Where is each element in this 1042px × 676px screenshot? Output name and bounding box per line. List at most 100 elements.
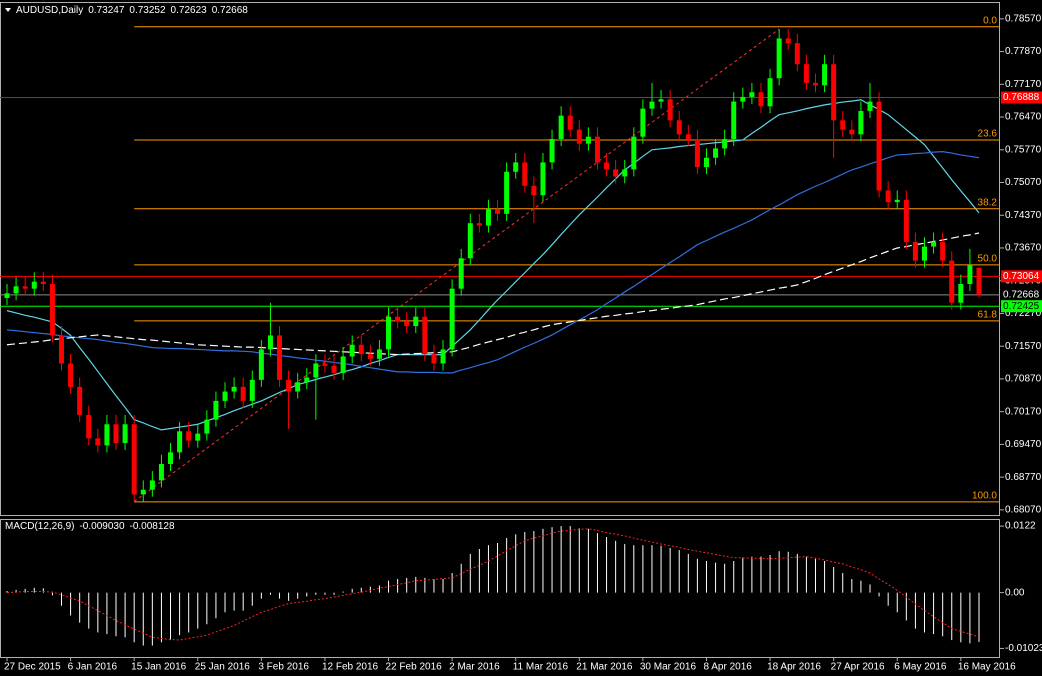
candle-body [858,110,864,135]
x-tick-label: 11 Mar 2016 [513,662,569,673]
candle-body [867,101,873,111]
y-tick-label: 0.71570 [1005,341,1042,352]
candle-body [622,169,628,177]
candle-body [912,241,918,261]
candle-body [958,283,964,303]
candle-body [258,349,264,380]
candle-body [86,414,92,439]
candle-body [168,452,174,465]
candle-body [158,464,164,481]
candle-body [731,101,737,140]
candle-body [440,349,446,364]
x-tick-label: 15 Jan 2016 [131,662,186,673]
candle-body [467,223,473,259]
candle-body [976,267,982,295]
candle-body [340,356,346,373]
candle-body [649,101,655,109]
macd-panel-frame [0,519,1000,658]
candle-body [431,354,437,364]
candle-body [967,265,973,284]
y-tick-label: 0.74370 [1005,210,1042,221]
candle-body [31,281,37,289]
fib-label: 50.0 [978,253,998,264]
header-item: MACD(12,26,9) [5,521,74,532]
candle-body [77,386,83,415]
candle-body [49,283,55,336]
header-item: -0.009030 [79,521,124,532]
candle-body [903,199,909,242]
x-tick-label: 6 Jan 2016 [68,662,118,673]
y-tick-label: 0.75770 [1005,144,1042,155]
candle-body [40,281,46,284]
candle-body [885,190,891,203]
y-tick-label: 0.70870 [1005,374,1042,385]
header-item: -0.008128 [130,521,175,532]
candle-body [794,43,800,65]
candle-body [476,223,482,226]
candle-body [940,241,946,261]
candle-body [640,108,646,137]
header-item: 0.72668 [212,5,249,16]
y-tick-label: 0.69470 [1005,439,1042,450]
candle-body [4,293,10,299]
candle-body [694,139,700,168]
candle-body [822,64,828,86]
candle-body [840,120,846,130]
candle-body [658,99,664,102]
candle-body [785,38,791,44]
candle-body [803,64,809,83]
candle-body [322,363,328,366]
fib-label: 100.0 [972,491,997,502]
candle-body [876,101,882,191]
price-label: 0.72425 [1003,301,1040,312]
candle-body [313,363,319,378]
candle-body [413,316,419,327]
x-tick-label: 27 Dec 2015 [4,662,61,673]
candle-body [812,82,818,86]
candle-body [95,438,101,446]
x-tick-label: 22 Feb 2016 [386,662,443,673]
x-tick-label: 12 Feb 2016 [322,662,379,673]
candle-body [458,258,464,289]
candle-body [894,199,900,203]
price-box [1001,270,1042,283]
panel-header: AUDUSD,Daily 0.73247 0.73252 0.72623 0.72668 [16,5,248,16]
x-tick-label: 18 Apr 2016 [767,662,821,673]
menu-arrow [5,8,11,12]
x-tick-label: 3 Feb 2016 [258,662,309,673]
moving-average [6,151,980,374]
candle-body [204,419,210,434]
candle-body [485,209,491,226]
price-label: 0.72668 [1003,289,1040,300]
x-tick-label: 8 Apr 2016 [703,662,752,673]
price-label: 0.73064 [1003,271,1040,282]
candle-body [576,129,582,144]
y-tick-label: 0.75070 [1005,177,1042,188]
header-item: 0.73247 [88,5,125,16]
candle-body [140,489,146,495]
candle-body [604,162,610,170]
y-tick-label: 0.76470 [1005,112,1042,123]
y-tick-label: -0.01023 [1005,643,1042,654]
candle-body [104,424,110,446]
price-box [1001,91,1042,104]
y-tick-label: 0.72270 [1005,308,1042,319]
candle-body [386,316,392,350]
candle-body [59,335,65,364]
x-tick-label: 2 Mar 2016 [449,662,500,673]
candle-body [449,288,455,350]
fib-label: 61.8 [978,310,998,321]
candle-body [758,92,764,107]
moving-average [6,99,980,431]
candle-body [277,335,283,380]
candle-body [522,162,528,186]
candle-body [495,209,501,214]
candle-body [186,431,192,441]
x-tick-label: 27 Apr 2016 [831,662,885,673]
candle-body [358,344,364,355]
y-tick-label: 0.77170 [1005,79,1042,90]
fib-label: 38.2 [978,197,998,208]
candle-body [149,480,155,490]
fib-label: 23.6 [978,129,998,140]
